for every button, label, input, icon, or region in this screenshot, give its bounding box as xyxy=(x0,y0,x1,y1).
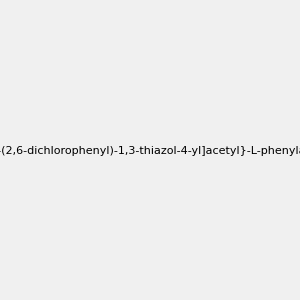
Text: N-{[2-(2,6-dichlorophenyl)-1,3-thiazol-4-yl]acetyl}-L-phenylalanine: N-{[2-(2,6-dichlorophenyl)-1,3-thiazol-4… xyxy=(0,146,300,157)
